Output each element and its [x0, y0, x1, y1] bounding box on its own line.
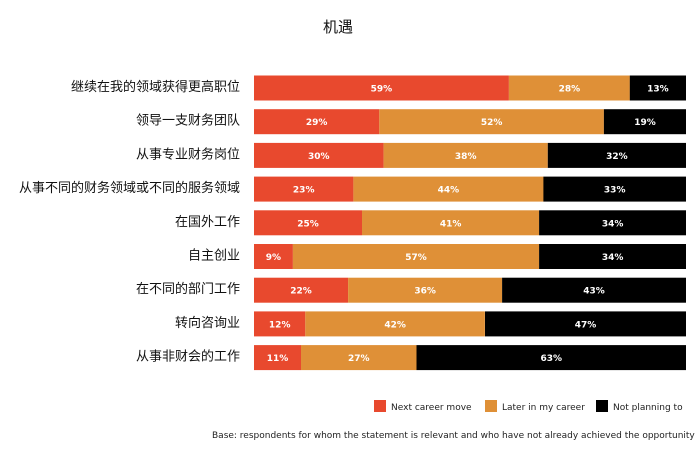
- category-label: 继续在我的领域获得更高职位: [71, 79, 240, 95]
- category-label: 在不同的部门工作: [136, 281, 240, 297]
- bar-segment: [254, 244, 293, 269]
- bar-segment: [379, 109, 604, 135]
- category-label: 领导一支财务团队: [136, 113, 240, 129]
- bars: 59% 28% 13% 29% 52% 19% 30% 38% 32% 23% 44% 33% 25% 4…: [254, 75, 686, 371]
- bar-segment: [254, 277, 349, 303]
- category-label: 自主创业: [188, 249, 240, 264]
- bar-segment: [539, 244, 686, 269]
- data-label: 19%: [634, 118, 656, 128]
- data-label: 28%: [559, 85, 581, 95]
- bar-segment: [353, 176, 544, 202]
- data-label: 11%: [267, 354, 289, 364]
- bar-segment: [539, 210, 686, 236]
- legend-label: Next career move: [391, 403, 472, 413]
- bar-segment: [502, 277, 686, 303]
- category-labels: 继续在我的领域获得更高职位领导一支财务团队从事专业财务岗位从事不同的财务领域或不…: [19, 79, 240, 365]
- data-label: 43%: [583, 287, 605, 297]
- data-label: 42%: [384, 320, 406, 330]
- data-label: 30%: [308, 152, 330, 162]
- data-label: 36%: [414, 287, 436, 297]
- data-label: 59%: [371, 85, 393, 95]
- category-label: 从事不同的财务领域或不同的服务领域: [19, 180, 240, 196]
- bar-segment: [547, 142, 686, 168]
- data-label: 23%: [293, 186, 315, 196]
- legend-swatch: [596, 400, 608, 412]
- data-label: 33%: [604, 186, 626, 196]
- legend-swatch: [485, 400, 497, 412]
- bar-segment: [305, 311, 485, 337]
- data-label: 38%: [455, 152, 477, 162]
- bar-segment: [301, 345, 417, 371]
- data-label: 57%: [405, 253, 427, 263]
- bar-segment: [292, 244, 540, 269]
- category-label: 转向咨询业: [175, 315, 240, 331]
- data-label: 41%: [440, 219, 462, 229]
- bar-segment: [485, 311, 686, 337]
- data-label: 9%: [266, 253, 281, 263]
- bar-segment: [416, 345, 686, 371]
- bar-segment: [362, 210, 540, 236]
- data-label: 34%: [602, 219, 624, 229]
- legend: Next career move Later in my career Not pl…: [374, 400, 683, 413]
- category-label: 在国外工作: [175, 215, 240, 230]
- bar-segment: [254, 176, 354, 202]
- data-label: 12%: [269, 320, 291, 330]
- bar-segment: [254, 311, 306, 337]
- data-label: 44%: [438, 186, 460, 196]
- data-label: 32%: [606, 152, 628, 162]
- data-label: 52%: [481, 118, 503, 128]
- legend-label: Later in my career: [502, 403, 585, 413]
- bar-segment: [629, 75, 686, 101]
- data-label: 29%: [306, 118, 328, 128]
- data-label: 63%: [541, 354, 563, 364]
- data-label: 47%: [575, 320, 597, 330]
- bar-segment: [543, 176, 686, 202]
- bar-segment: [254, 210, 362, 236]
- bar-segment: [508, 75, 630, 101]
- data-label: 25%: [297, 219, 319, 229]
- bar-segment: [348, 277, 503, 303]
- legend-swatch: [374, 400, 386, 412]
- bar-segment: [254, 109, 380, 135]
- bar-segment: [383, 142, 548, 168]
- chart-title: 机遇: [323, 18, 353, 36]
- legend-label: Not planning to: [613, 403, 683, 413]
- bar-segment: [254, 75, 509, 101]
- category-label: 从事专业财务岗位: [136, 146, 240, 162]
- data-label: 34%: [602, 253, 624, 263]
- bar-segment: [254, 345, 301, 371]
- bar-segment: [603, 109, 686, 135]
- base-footnote: Base: respondents for whom the statement…: [212, 431, 695, 441]
- category-label: 从事非财会的工作: [136, 349, 240, 365]
- bar-segment: [254, 142, 384, 168]
- data-label: 22%: [290, 287, 312, 297]
- data-label: 13%: [647, 85, 669, 95]
- data-label: 27%: [348, 354, 370, 364]
